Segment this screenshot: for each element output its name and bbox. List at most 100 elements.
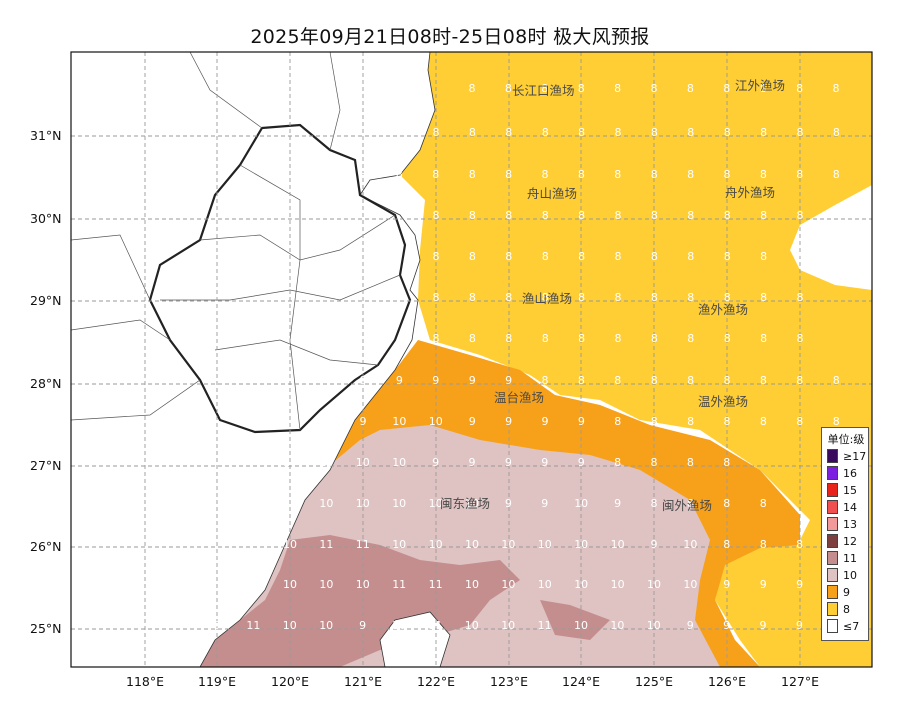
grid-value: 8 xyxy=(505,168,512,181)
lon-label: 121°E xyxy=(344,674,382,689)
legend-item: 10 xyxy=(827,567,857,583)
zone-label: 闽外渔场 xyxy=(662,498,712,513)
grid-value: 8 xyxy=(687,456,694,469)
grid-value: 8 xyxy=(396,168,403,181)
grid-value: 10 xyxy=(465,578,479,591)
legend-item: 15 xyxy=(827,482,857,498)
grid-value: 8 xyxy=(651,82,658,95)
grid-value: 10 xyxy=(538,538,552,551)
grid-value: 8 xyxy=(796,82,803,95)
grid-value: 10 xyxy=(465,538,479,551)
grid-value: 11 xyxy=(246,619,260,632)
grid-value: 8 xyxy=(651,456,658,469)
grid-value: 9 xyxy=(214,619,221,632)
legend-label: 9 xyxy=(843,585,850,599)
grid-value: 9 xyxy=(469,374,476,387)
grid-value: 10 xyxy=(392,619,406,632)
grid-value: 8 xyxy=(541,82,548,95)
lat-label: 28°N xyxy=(30,376,62,391)
grid-value: 9 xyxy=(505,497,512,510)
grid-value: 8 xyxy=(723,456,730,469)
lon-label: 119°E xyxy=(198,674,236,689)
grid-value: 8 xyxy=(760,168,767,181)
lat-label: 25°N xyxy=(30,621,62,636)
grid-value: 8 xyxy=(542,291,549,304)
map-title: 2025年09月21日08时-25日08时 极大风预报 xyxy=(250,26,650,48)
grid-value: 8 xyxy=(797,332,804,345)
grid-value: 8 xyxy=(724,168,731,181)
grid-value: 9 xyxy=(723,578,730,591)
grid-value: 8 xyxy=(760,209,767,222)
grid-value: 9 xyxy=(505,415,512,428)
legend-swatch xyxy=(827,534,838,548)
grid-value: 10 xyxy=(283,619,297,632)
grid-value: 10 xyxy=(356,456,370,469)
legend-item: ≤7 xyxy=(827,618,859,634)
grid-value: 10 xyxy=(283,456,297,469)
grid-value: 8 xyxy=(469,82,476,95)
grid-value: 8 xyxy=(578,374,585,387)
grid-value: 10 xyxy=(319,578,333,591)
grid-value: 10 xyxy=(501,619,515,632)
grid-value: 8 xyxy=(360,168,367,181)
grid-value: 10 xyxy=(683,538,697,551)
grid-value: 9 xyxy=(760,619,767,632)
grid-value: 8 xyxy=(723,82,730,95)
lat-label: 27°N xyxy=(30,458,62,473)
grid-value: 8 xyxy=(469,250,476,263)
grid-value: 9 xyxy=(760,578,767,591)
grid-value: 10 xyxy=(283,538,297,551)
lat-label: 31°N xyxy=(30,128,62,143)
zone-labels: 长江口渔场 江外渔场 舟山渔场 舟外渔场 渔山渔场 渔外渔场 温台渔场 温外渔场… xyxy=(440,78,785,513)
legend-label: 15 xyxy=(843,483,857,497)
legend-swatch xyxy=(827,500,838,514)
grid-value: 9 xyxy=(614,497,621,510)
grid-value: 9 xyxy=(469,415,476,428)
grid-value: 10 xyxy=(574,619,588,632)
grid-value: 10 xyxy=(501,538,515,551)
grid-value: 10 xyxy=(356,497,370,510)
legend: 单位:级 ≥17 16 15 14 13 12 11 10 9 8 ≤7 xyxy=(821,427,869,641)
legend-item: 8 xyxy=(827,601,850,617)
grid-value: 8 xyxy=(615,291,622,304)
grid-value: 10 xyxy=(429,497,443,510)
grid-value: 8 xyxy=(505,291,512,304)
legend-item: 9 xyxy=(827,584,850,600)
grid-value: 8 xyxy=(687,250,694,263)
grid-value: 8 xyxy=(651,168,658,181)
grid-value: 8 xyxy=(651,415,658,428)
grid-value: 9 xyxy=(360,415,367,428)
legend-swatch xyxy=(827,568,838,582)
grid-value: 8 xyxy=(614,168,621,181)
grid-value: 8 xyxy=(723,538,730,551)
map-frame xyxy=(70,51,873,668)
grid-value: 10 xyxy=(392,538,406,551)
grid-value: 8 xyxy=(797,126,804,139)
grid-value: 8 xyxy=(651,374,658,387)
grid-value: 8 xyxy=(469,209,476,222)
grid-value: 8 xyxy=(651,209,658,222)
grid-value: 9 xyxy=(541,456,548,469)
grid-value: 9 xyxy=(651,538,658,551)
grid-value: 8 xyxy=(615,250,622,263)
grid-value: 8 xyxy=(687,374,694,387)
grid-value: 8 xyxy=(578,291,585,304)
grid-value: 8 xyxy=(724,250,731,263)
grid-value: 8 xyxy=(724,291,731,304)
lon-label: 126°E xyxy=(708,674,746,689)
grid-value: 8 xyxy=(687,209,694,222)
legend-swatch xyxy=(827,585,838,599)
lon-label: 120°E xyxy=(271,674,309,689)
grid-value: 10 xyxy=(574,578,588,591)
lon-label: 123°E xyxy=(490,674,528,689)
grid-value: 8 xyxy=(797,250,804,263)
legend-label: 8 xyxy=(843,602,850,616)
grid-value: 8 xyxy=(760,250,767,263)
grid-value: 11 xyxy=(319,538,333,551)
grid-value: 8 xyxy=(542,168,549,181)
grid-value: 8 xyxy=(615,126,622,139)
grid-value: 8 xyxy=(760,497,767,510)
zone-label: 渔外渔场 xyxy=(698,302,748,317)
grid-value: 10 xyxy=(319,497,333,510)
